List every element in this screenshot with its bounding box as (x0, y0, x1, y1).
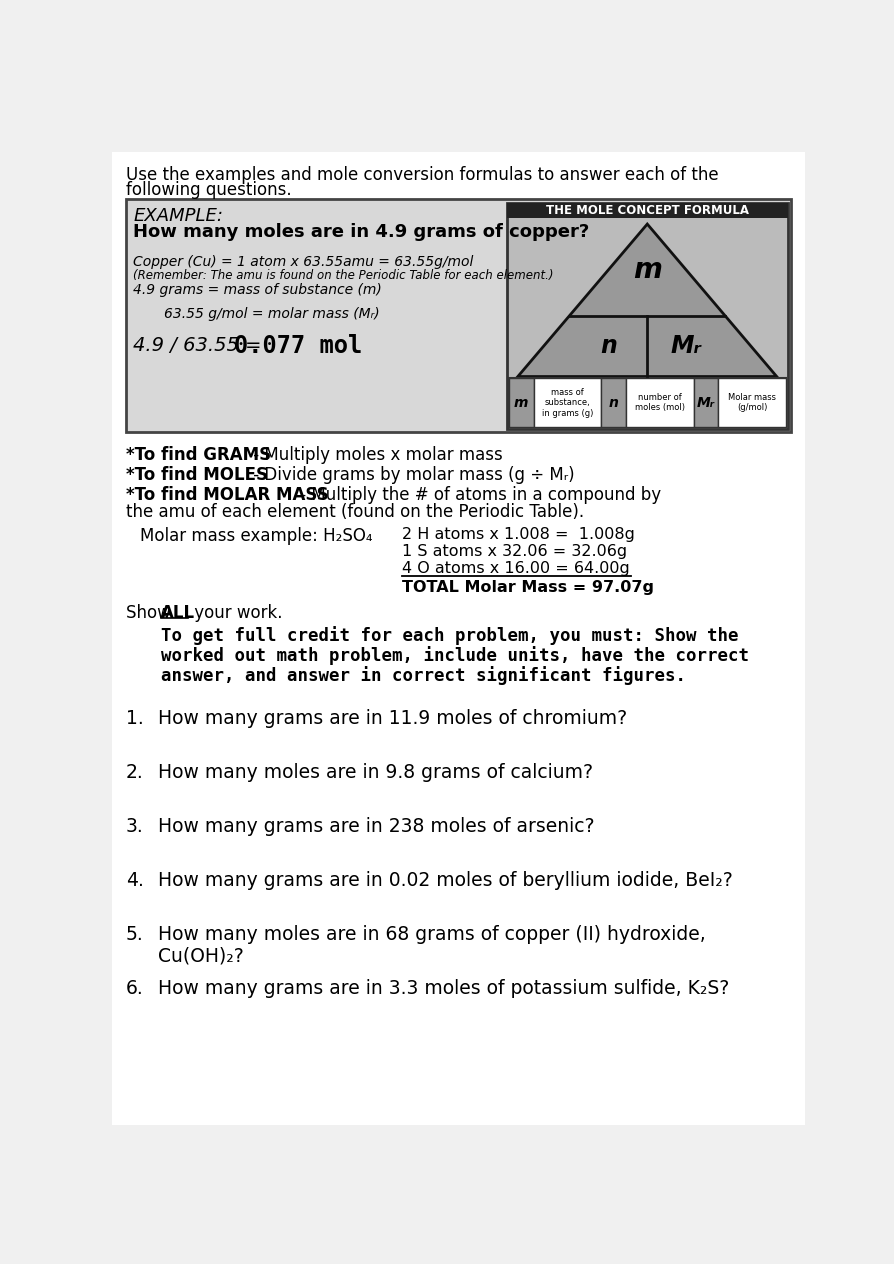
Text: Show: Show (126, 604, 176, 622)
Text: EXAMPLE:: EXAMPLE: (133, 207, 224, 225)
Text: How many moles are in 9.8 grams of calcium?: How many moles are in 9.8 grams of calci… (158, 763, 594, 782)
Text: following questions.: following questions. (126, 181, 291, 198)
Text: - Divide grams by molar mass (g ÷ Mᵣ): - Divide grams by molar mass (g ÷ Mᵣ) (249, 466, 575, 484)
Text: - Multiply moles x molar mass: - Multiply moles x molar mass (249, 446, 503, 464)
Text: m: m (514, 396, 528, 410)
Text: n: n (609, 396, 619, 410)
Text: How many grams are in 0.02 moles of beryllium iodide, BeI₂?: How many grams are in 0.02 moles of bery… (158, 871, 733, 890)
Text: number of
moles (mol): number of moles (mol) (635, 393, 685, 412)
Bar (719, 378, 786, 427)
Text: mass of
substance,
in grams (g): mass of substance, in grams (g) (542, 388, 593, 417)
Text: Mᵣ: Mᵣ (670, 334, 702, 358)
Text: your work.: your work. (190, 604, 283, 622)
Text: m: m (633, 255, 662, 284)
Text: Cu(OH)₂?: Cu(OH)₂? (158, 947, 244, 966)
Text: the amu of each element (found on the Periodic Table).: the amu of each element (found on the Pe… (126, 503, 584, 521)
Bar (507, 202, 788, 217)
Text: 2.: 2. (126, 763, 143, 782)
Text: 6.: 6. (126, 978, 143, 997)
Text: How many moles are in 68 grams of copper (II) hydroxide,: How many moles are in 68 grams of copper… (158, 925, 706, 944)
Bar (507, 202, 788, 428)
Text: 63.55 g/mol = molar mass (Mᵣ): 63.55 g/mol = molar mass (Mᵣ) (164, 307, 380, 321)
Text: Mᵣ: Mᵣ (697, 396, 715, 410)
Text: *To find GRAMS: *To find GRAMS (126, 446, 271, 464)
Text: worked out math problem, include units, have the correct: worked out math problem, include units, … (161, 646, 749, 665)
Bar (509, 378, 786, 427)
Text: (Remember: The amu is found on the Periodic Table for each element.): (Remember: The amu is found on the Perio… (133, 269, 554, 282)
Bar (126, 200, 790, 432)
Text: 4.9 grams = mass of substance (m): 4.9 grams = mass of substance (m) (133, 283, 383, 297)
Text: answer, and answer in correct significant figures.: answer, and answer in correct significan… (161, 666, 687, 685)
Text: TOTAL Molar Mass = 97.07g: TOTAL Molar Mass = 97.07g (402, 580, 654, 595)
Text: To get full credit for each problem, you must: Show the: To get full credit for each problem, you… (161, 626, 738, 645)
Bar (509, 378, 534, 427)
Text: 4 O atoms x 16.00 = 64.00g: 4 O atoms x 16.00 = 64.00g (402, 561, 630, 576)
Text: - Multiply the # of atoms in a compound by: - Multiply the # of atoms in a compound … (295, 485, 661, 504)
Text: 3.: 3. (126, 817, 143, 836)
Text: THE MOLE CONCEPT FORMULA: THE MOLE CONCEPT FORMULA (545, 204, 749, 216)
Text: How many grams are in 3.3 moles of potassium sulfide, K₂S?: How many grams are in 3.3 moles of potas… (158, 978, 730, 997)
Text: Copper (Cu) = 1 atom x 63.55amu = 63.55g/mol: Copper (Cu) = 1 atom x 63.55amu = 63.55g… (133, 255, 474, 269)
Bar (601, 378, 626, 427)
Text: How many grams are in 11.9 moles of chromium?: How many grams are in 11.9 moles of chro… (158, 709, 628, 728)
Text: Molar mass
(g/mol): Molar mass (g/mol) (729, 393, 776, 412)
Text: n: n (600, 334, 617, 358)
Text: *To find MOLAR MASS: *To find MOLAR MASS (126, 485, 328, 504)
Text: How many grams are in 238 moles of arsenic?: How many grams are in 238 moles of arsen… (158, 817, 595, 836)
Bar (534, 378, 601, 427)
Text: ALL: ALL (161, 604, 196, 622)
Text: 4.: 4. (126, 871, 144, 890)
Text: 1.: 1. (126, 709, 143, 728)
Text: 0.077 mol: 0.077 mol (234, 334, 362, 358)
Bar (694, 378, 719, 427)
Text: 1 S atoms x 32.06 = 32.06g: 1 S atoms x 32.06 = 32.06g (402, 545, 628, 560)
Text: 5.: 5. (126, 925, 143, 944)
Polygon shape (518, 224, 777, 377)
Text: 2 H atoms x 1.008 =  1.008g: 2 H atoms x 1.008 = 1.008g (402, 527, 636, 542)
Text: Use the examples and mole conversion formulas to answer each of the: Use the examples and mole conversion for… (126, 166, 718, 183)
Text: Molar mass example: H₂SO₄: Molar mass example: H₂SO₄ (139, 527, 372, 546)
Bar (626, 378, 694, 427)
Text: *To find MOLES: *To find MOLES (126, 466, 267, 484)
Text: How many moles are in 4.9 grams of copper?: How many moles are in 4.9 grams of coppe… (133, 222, 590, 240)
Text: 4.9 / 63.55 =: 4.9 / 63.55 = (133, 336, 268, 355)
